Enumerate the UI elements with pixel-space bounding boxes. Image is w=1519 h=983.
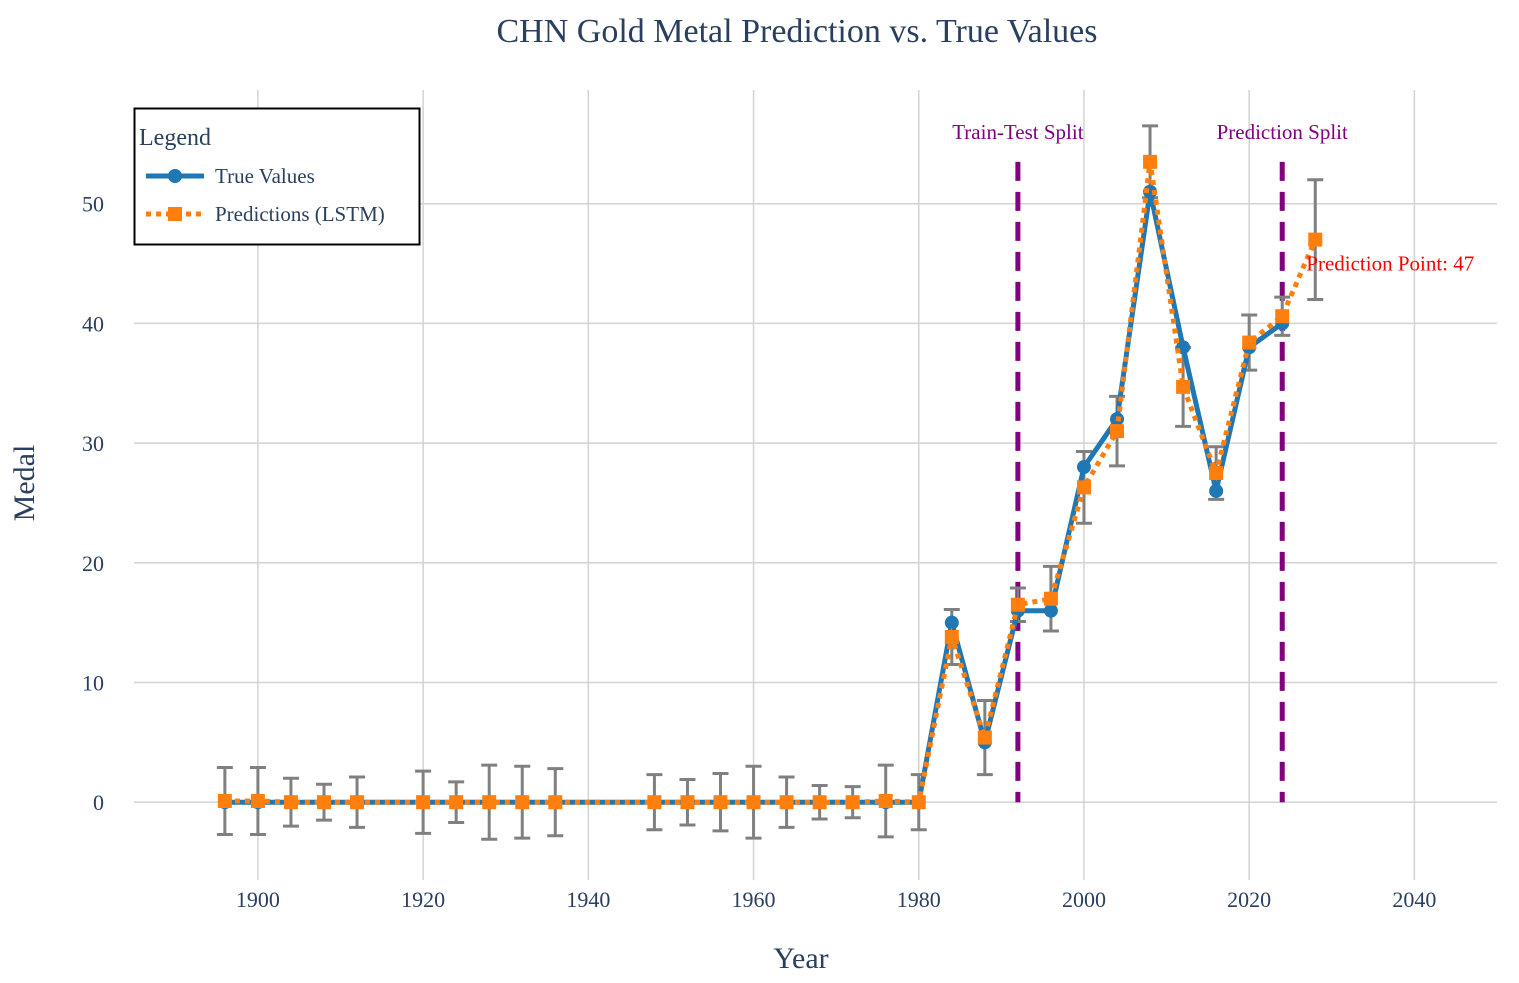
prediction-point	[217, 794, 232, 808]
x-tick-labels: 1900 1920 1940 1960 1980 2000 2020 2040	[236, 887, 1436, 912]
prediction-point	[515, 795, 530, 810]
legend-title: Legend	[139, 125, 211, 151]
prediction-point	[1176, 379, 1191, 394]
prediction-point	[416, 795, 431, 810]
prediction-point	[878, 794, 893, 808]
x-tick-label-1940: 1940	[566, 887, 610, 912]
prediction-point	[449, 795, 464, 810]
legend-pred-marker	[168, 207, 182, 221]
y-tick-label-10: 10	[82, 671, 104, 696]
y-tick-label-50: 50	[82, 192, 104, 217]
y-tick-labels: 0 10 20 30 40 50	[82, 192, 104, 815]
prediction-point	[779, 795, 794, 810]
prediction-point	[647, 795, 662, 810]
x-tick-label-1920: 1920	[401, 887, 445, 912]
x-tick-label-2040: 2040	[1392, 887, 1436, 912]
split-label-1: Prediction Split	[1217, 120, 1348, 144]
prediction-point	[1143, 154, 1158, 169]
prediction-point	[746, 795, 761, 810]
split-label-0: Train-Test Split	[952, 120, 1084, 144]
predictions-series	[217, 154, 1323, 810]
x-tick-label-1900: 1900	[236, 887, 280, 912]
x-tick-label-1960: 1960	[732, 887, 776, 912]
prediction-point	[250, 794, 265, 808]
prediction-point	[911, 795, 926, 810]
y-tick-label-0: 0	[93, 790, 104, 815]
true-value-point	[1043, 603, 1058, 618]
prediction-point	[977, 730, 992, 745]
prediction-point	[1110, 424, 1125, 439]
prediction-point	[482, 795, 497, 810]
y-tick-label-40: 40	[82, 311, 104, 336]
split-lines: Train-Test Split Prediction Split	[952, 120, 1348, 803]
prediction-point	[1308, 232, 1323, 247]
prediction-point	[316, 795, 331, 810]
prediction-point	[944, 630, 959, 645]
true-value-point	[944, 615, 959, 630]
true-value-point	[1209, 483, 1224, 498]
prediction-point	[680, 795, 695, 810]
chart-title: CHN Gold Metal Prediction vs. True Value…	[497, 13, 1098, 50]
prediction-point	[1209, 466, 1224, 481]
prediction-annotation: Prediction Point: 47	[1306, 252, 1474, 276]
prediction-point	[1043, 591, 1058, 606]
prediction-point	[812, 795, 827, 810]
legend-pred-label: Predictions (LSTM)	[215, 202, 385, 226]
legend: Legend True Values Predictions (LSTM)	[133, 107, 421, 246]
prediction-point	[845, 795, 860, 810]
prediction-point	[1242, 335, 1257, 350]
prediction-point	[283, 795, 298, 810]
y-axis-title: Medal	[8, 445, 41, 522]
prediction-point	[713, 795, 728, 810]
x-tick-label-2020: 2020	[1227, 887, 1271, 912]
y-tick-label-30: 30	[82, 431, 104, 456]
predictions-line	[224, 161, 1318, 805]
x-gridlines	[257, 90, 1416, 880]
prediction-point	[1076, 480, 1091, 495]
true-value-point	[1076, 460, 1091, 475]
annotation-text: Prediction Point: 47	[1306, 252, 1474, 276]
prediction-point	[548, 795, 563, 810]
x-tick-label-1980: 1980	[897, 887, 941, 912]
prediction-point	[350, 795, 365, 810]
legend-true-label: True Values	[215, 164, 315, 188]
legend-true-marker	[168, 169, 182, 183]
x-tick-label-2000: 2000	[1062, 887, 1106, 912]
x-axis-title: Year	[773, 942, 828, 975]
prediction-point	[1010, 597, 1025, 612]
prediction-point	[1275, 309, 1290, 324]
y-tick-label-20: 20	[82, 551, 104, 576]
